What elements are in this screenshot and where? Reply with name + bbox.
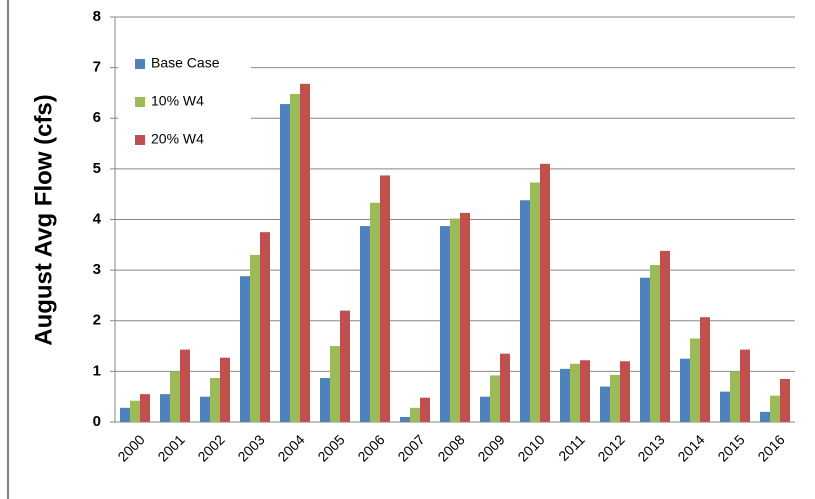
bar (770, 395, 780, 422)
bar (340, 310, 350, 422)
x-tick-label: 2009 (474, 431, 507, 464)
bar (620, 361, 630, 422)
bar (680, 358, 690, 422)
bar (570, 363, 580, 422)
x-tick-label: 2002 (194, 431, 227, 464)
bar (690, 338, 700, 422)
bar (450, 218, 460, 422)
bar (460, 212, 470, 422)
bar (660, 250, 670, 422)
bar (520, 200, 530, 422)
y-tick-label: 8 (93, 8, 101, 25)
legend-label: 10% W4 (151, 93, 204, 109)
bar (650, 265, 660, 422)
x-tick-label: 2013 (634, 431, 667, 464)
x-tick-label: 2011 (555, 431, 588, 464)
x-tick-label: 2001 (154, 431, 187, 464)
y-tick-label: 2 (93, 312, 101, 329)
bar (120, 407, 130, 422)
bar (540, 163, 550, 422)
bar (760, 411, 770, 422)
bar (370, 202, 380, 422)
bar (240, 276, 250, 422)
bar (420, 397, 430, 422)
bar (500, 353, 510, 422)
bar (640, 277, 650, 422)
bar (200, 396, 210, 422)
bar (280, 104, 290, 422)
legend-swatch (135, 97, 145, 107)
bar (730, 371, 740, 422)
bar (160, 394, 170, 422)
x-tick-label: 2006 (354, 431, 387, 464)
x-tick-label: 2008 (434, 431, 467, 464)
x-tick-label: 2016 (754, 431, 787, 464)
bar (300, 83, 310, 422)
bar (530, 182, 540, 422)
y-tick-label: 1 (93, 362, 101, 379)
bar (250, 254, 260, 422)
y-tick-label: 6 (93, 109, 101, 126)
x-tick-label: 2000 (114, 431, 147, 464)
legend-swatch (135, 135, 145, 145)
x-tick-label: 2015 (714, 431, 747, 464)
bar (210, 377, 220, 422)
bar (700, 317, 710, 422)
bar (140, 394, 150, 422)
x-tick-label: 2012 (594, 431, 627, 464)
bar (400, 416, 410, 422)
bar (330, 346, 340, 422)
bar (260, 232, 270, 422)
x-tick-label: 2014 (674, 431, 707, 464)
bar (440, 226, 450, 422)
y-tick-label: 4 (93, 210, 102, 227)
x-tick-label: 2005 (314, 431, 347, 464)
bar (480, 396, 490, 422)
y-tick-label: 3 (93, 261, 101, 278)
bar (600, 386, 610, 422)
bar (780, 378, 790, 422)
y-axis-label: August Avg Flow (cfs) (30, 94, 57, 346)
bar (490, 375, 500, 422)
bar (290, 93, 300, 422)
bar (180, 349, 190, 422)
y-tick-label: 5 (93, 160, 101, 177)
bar (720, 391, 730, 422)
bar (220, 357, 230, 422)
legend-label: Base Case (151, 55, 220, 71)
bar (130, 400, 140, 422)
bar (380, 175, 390, 422)
x-tick-label: 2003 (234, 431, 267, 464)
legend-label: 20% W4 (151, 131, 204, 147)
bar (320, 377, 330, 422)
bar (360, 226, 370, 422)
x-tick-label: 2004 (274, 431, 307, 464)
bar (560, 368, 570, 422)
bar (610, 374, 620, 422)
x-tick-label: 2007 (394, 431, 427, 464)
x-tick-label: 2010 (514, 431, 547, 464)
bar (170, 371, 180, 422)
legend-swatch (135, 59, 145, 69)
y-tick-label: 0 (93, 413, 101, 430)
bar (740, 349, 750, 422)
bar (580, 360, 590, 422)
y-tick-label: 7 (93, 59, 101, 76)
bar (410, 407, 420, 422)
